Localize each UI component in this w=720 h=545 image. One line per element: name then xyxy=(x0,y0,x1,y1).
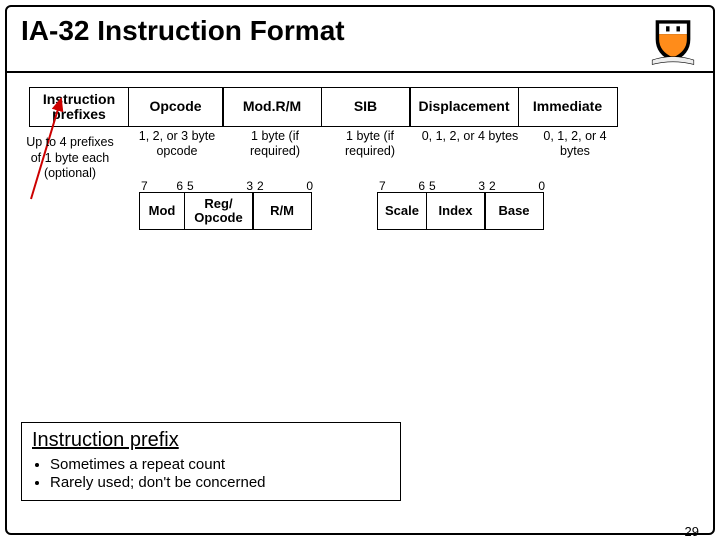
prefixes-note: Up to 4 prefixes of 1 byte each (optiona… xyxy=(25,135,115,182)
title-divider xyxy=(7,71,713,73)
sib-parts-0: Scale xyxy=(377,192,427,230)
sib-subfields: ScaleIndexBase xyxy=(377,192,547,230)
sib-bit-header: 765320 xyxy=(377,179,547,193)
info-box: Instruction prefix Sometimes a repeat co… xyxy=(21,422,401,501)
info-heading: Instruction prefix xyxy=(32,429,390,452)
sib-breakdown: 765320 ScaleIndexBase xyxy=(377,177,547,230)
info-bullet-1: Rarely used; don't be concerned xyxy=(50,474,390,491)
field-size-4: 0, 1, 2, or 4 bytes xyxy=(415,127,525,161)
sib-bits-grp-0: 76 xyxy=(377,179,427,193)
modrm-parts-2: R/M xyxy=(252,192,312,230)
princeton-shield-icon xyxy=(647,15,699,67)
slide-frame: IA-32 Instruction Format Instruction pre… xyxy=(5,5,715,535)
field-size-3: 1 byte (if required) xyxy=(325,127,415,161)
modrm-bit-header: 765320 xyxy=(139,179,315,193)
modrm-bits-grp-0: 76 xyxy=(139,179,185,193)
modrm-parts-0: Mod xyxy=(139,192,185,230)
sib-parts-2: Base xyxy=(484,192,544,230)
page-number: 29 xyxy=(685,524,699,539)
info-bullet-0: Sometimes a repeat count xyxy=(50,456,390,473)
sib-bits-grp-1: 53 xyxy=(427,179,487,193)
field-size-5: 0, 1, 2, or 4 bytes xyxy=(525,127,625,161)
field-2: Mod.R/M xyxy=(222,87,322,127)
modrm-bits-grp-1: 53 xyxy=(185,179,255,193)
field-4: Displacement xyxy=(409,87,519,127)
info-bullets: Sometimes a repeat countRarely used; don… xyxy=(50,456,390,491)
field-sizes-row: 1, 2, or 3 byte opcode1 byte (if require… xyxy=(29,127,699,161)
sib-bits-grp-2: 20 xyxy=(487,179,547,193)
slide-title: IA-32 Instruction Format xyxy=(21,15,345,47)
modrm-breakdown: 765320 ModReg/ OpcodeR/M xyxy=(139,177,315,230)
field-5: Immediate xyxy=(518,87,618,127)
modrm-subfields: ModReg/ OpcodeR/M xyxy=(139,192,315,230)
field-size-2: 1 byte (if required) xyxy=(225,127,325,161)
title-row: IA-32 Instruction Format xyxy=(7,7,713,71)
content-area: Instruction prefixesOpcodeMod.R/MSIBDisp… xyxy=(7,81,713,545)
modrm-parts-1: Reg/ Opcode xyxy=(184,192,254,230)
field-3: SIB xyxy=(321,87,411,127)
instruction-fields-row: Instruction prefixesOpcodeMod.R/MSIBDisp… xyxy=(29,87,699,127)
field-size-1: 1, 2, or 3 byte opcode xyxy=(129,127,225,161)
sib-parts-1: Index xyxy=(426,192,486,230)
field-1: Opcode xyxy=(128,87,224,127)
modrm-bits-grp-2: 20 xyxy=(255,179,315,193)
field-0: Instruction prefixes xyxy=(29,87,129,127)
